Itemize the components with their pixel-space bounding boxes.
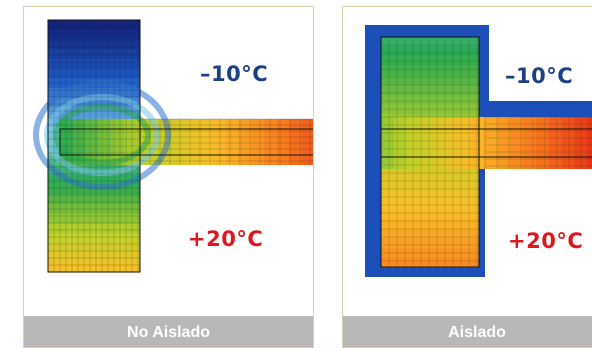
wall-band bbox=[48, 68, 140, 79]
slab-band bbox=[98, 119, 112, 165]
wall-band bbox=[381, 84, 479, 96]
wall-band bbox=[381, 94, 479, 105]
wall-band bbox=[381, 65, 479, 76]
slab-band bbox=[548, 117, 563, 169]
slab-outline bbox=[59, 128, 313, 156]
slab-band bbox=[302, 119, 313, 165]
wall-band bbox=[48, 39, 140, 50]
thermal-body bbox=[33, 20, 313, 273]
thermal-map-aislado bbox=[365, 25, 592, 277]
wall-band bbox=[48, 49, 140, 60]
outline bbox=[380, 36, 592, 268]
wall-band bbox=[381, 257, 479, 268]
slab-band bbox=[458, 117, 472, 169]
slab-band bbox=[471, 117, 485, 169]
slab-band bbox=[264, 119, 278, 165]
slab-band bbox=[445, 117, 459, 169]
slab-band bbox=[432, 117, 447, 169]
inside-temp-label: +20°C bbox=[188, 227, 264, 251]
slab-band bbox=[85, 119, 99, 165]
slab-band bbox=[522, 117, 537, 169]
inside-temp-label: +20°C bbox=[508, 229, 584, 253]
slab-band bbox=[393, 117, 408, 169]
wall-band bbox=[381, 219, 479, 230]
wall-band bbox=[381, 171, 479, 182]
slab-band bbox=[174, 119, 189, 165]
slab-band bbox=[561, 117, 575, 169]
slab-band bbox=[111, 119, 125, 165]
wall-band bbox=[381, 104, 479, 115]
wall-band bbox=[48, 252, 140, 263]
slab-band bbox=[72, 119, 87, 165]
slab-band bbox=[187, 119, 201, 165]
slab-band bbox=[587, 117, 592, 169]
caption-aislado: Aislado bbox=[343, 316, 592, 347]
slab-band bbox=[238, 119, 252, 165]
wall-band bbox=[381, 228, 479, 239]
panel-aislado: –10°C +20°C Aislado bbox=[342, 6, 592, 348]
wall-band bbox=[48, 194, 140, 205]
interior-space bbox=[485, 169, 592, 277]
slab-band bbox=[484, 117, 498, 169]
slab-band bbox=[406, 117, 421, 169]
slab-band bbox=[225, 119, 240, 165]
wall-band bbox=[48, 20, 140, 31]
outline bbox=[47, 19, 313, 273]
wall-band bbox=[48, 184, 140, 196]
wall-band bbox=[381, 75, 479, 86]
wall-band bbox=[48, 87, 140, 99]
slab-band bbox=[213, 119, 227, 165]
wall-band bbox=[381, 56, 479, 67]
slab-band bbox=[419, 117, 434, 169]
slab-band bbox=[381, 117, 395, 169]
wall-band bbox=[48, 213, 140, 225]
wall-band bbox=[381, 37, 479, 48]
wall-band bbox=[381, 209, 479, 220]
wall-band bbox=[48, 242, 140, 254]
wall-band bbox=[381, 180, 479, 191]
wall-band bbox=[48, 58, 140, 70]
wall-band bbox=[48, 107, 140, 118]
slab-band bbox=[509, 117, 524, 169]
slab-band bbox=[251, 119, 265, 165]
wall-band bbox=[48, 97, 140, 108]
wall-band bbox=[48, 233, 140, 244]
wall-band bbox=[381, 46, 479, 57]
panel-no-aislado: –10°C +20°C No Aislado bbox=[23, 6, 314, 348]
wall-band bbox=[48, 29, 140, 40]
wall-band bbox=[48, 223, 140, 234]
slab-band bbox=[289, 119, 303, 165]
wall-band bbox=[381, 190, 479, 201]
slab-band bbox=[200, 119, 214, 165]
outside-temp-label: –10°C bbox=[505, 64, 574, 88]
wall-band bbox=[48, 204, 140, 215]
thermal-map-no-aislado bbox=[33, 19, 313, 273]
wall-band bbox=[48, 262, 140, 273]
slab-band bbox=[497, 117, 511, 169]
slab-outline bbox=[380, 128, 592, 158]
outside-temp-label: –10°C bbox=[200, 62, 269, 86]
caption-no-aislado: No Aislado bbox=[24, 316, 313, 347]
wall-band bbox=[381, 238, 479, 249]
wall-band bbox=[48, 175, 140, 186]
wall-outline bbox=[47, 19, 141, 273]
slab-band bbox=[276, 119, 291, 165]
slab-band bbox=[535, 117, 550, 169]
